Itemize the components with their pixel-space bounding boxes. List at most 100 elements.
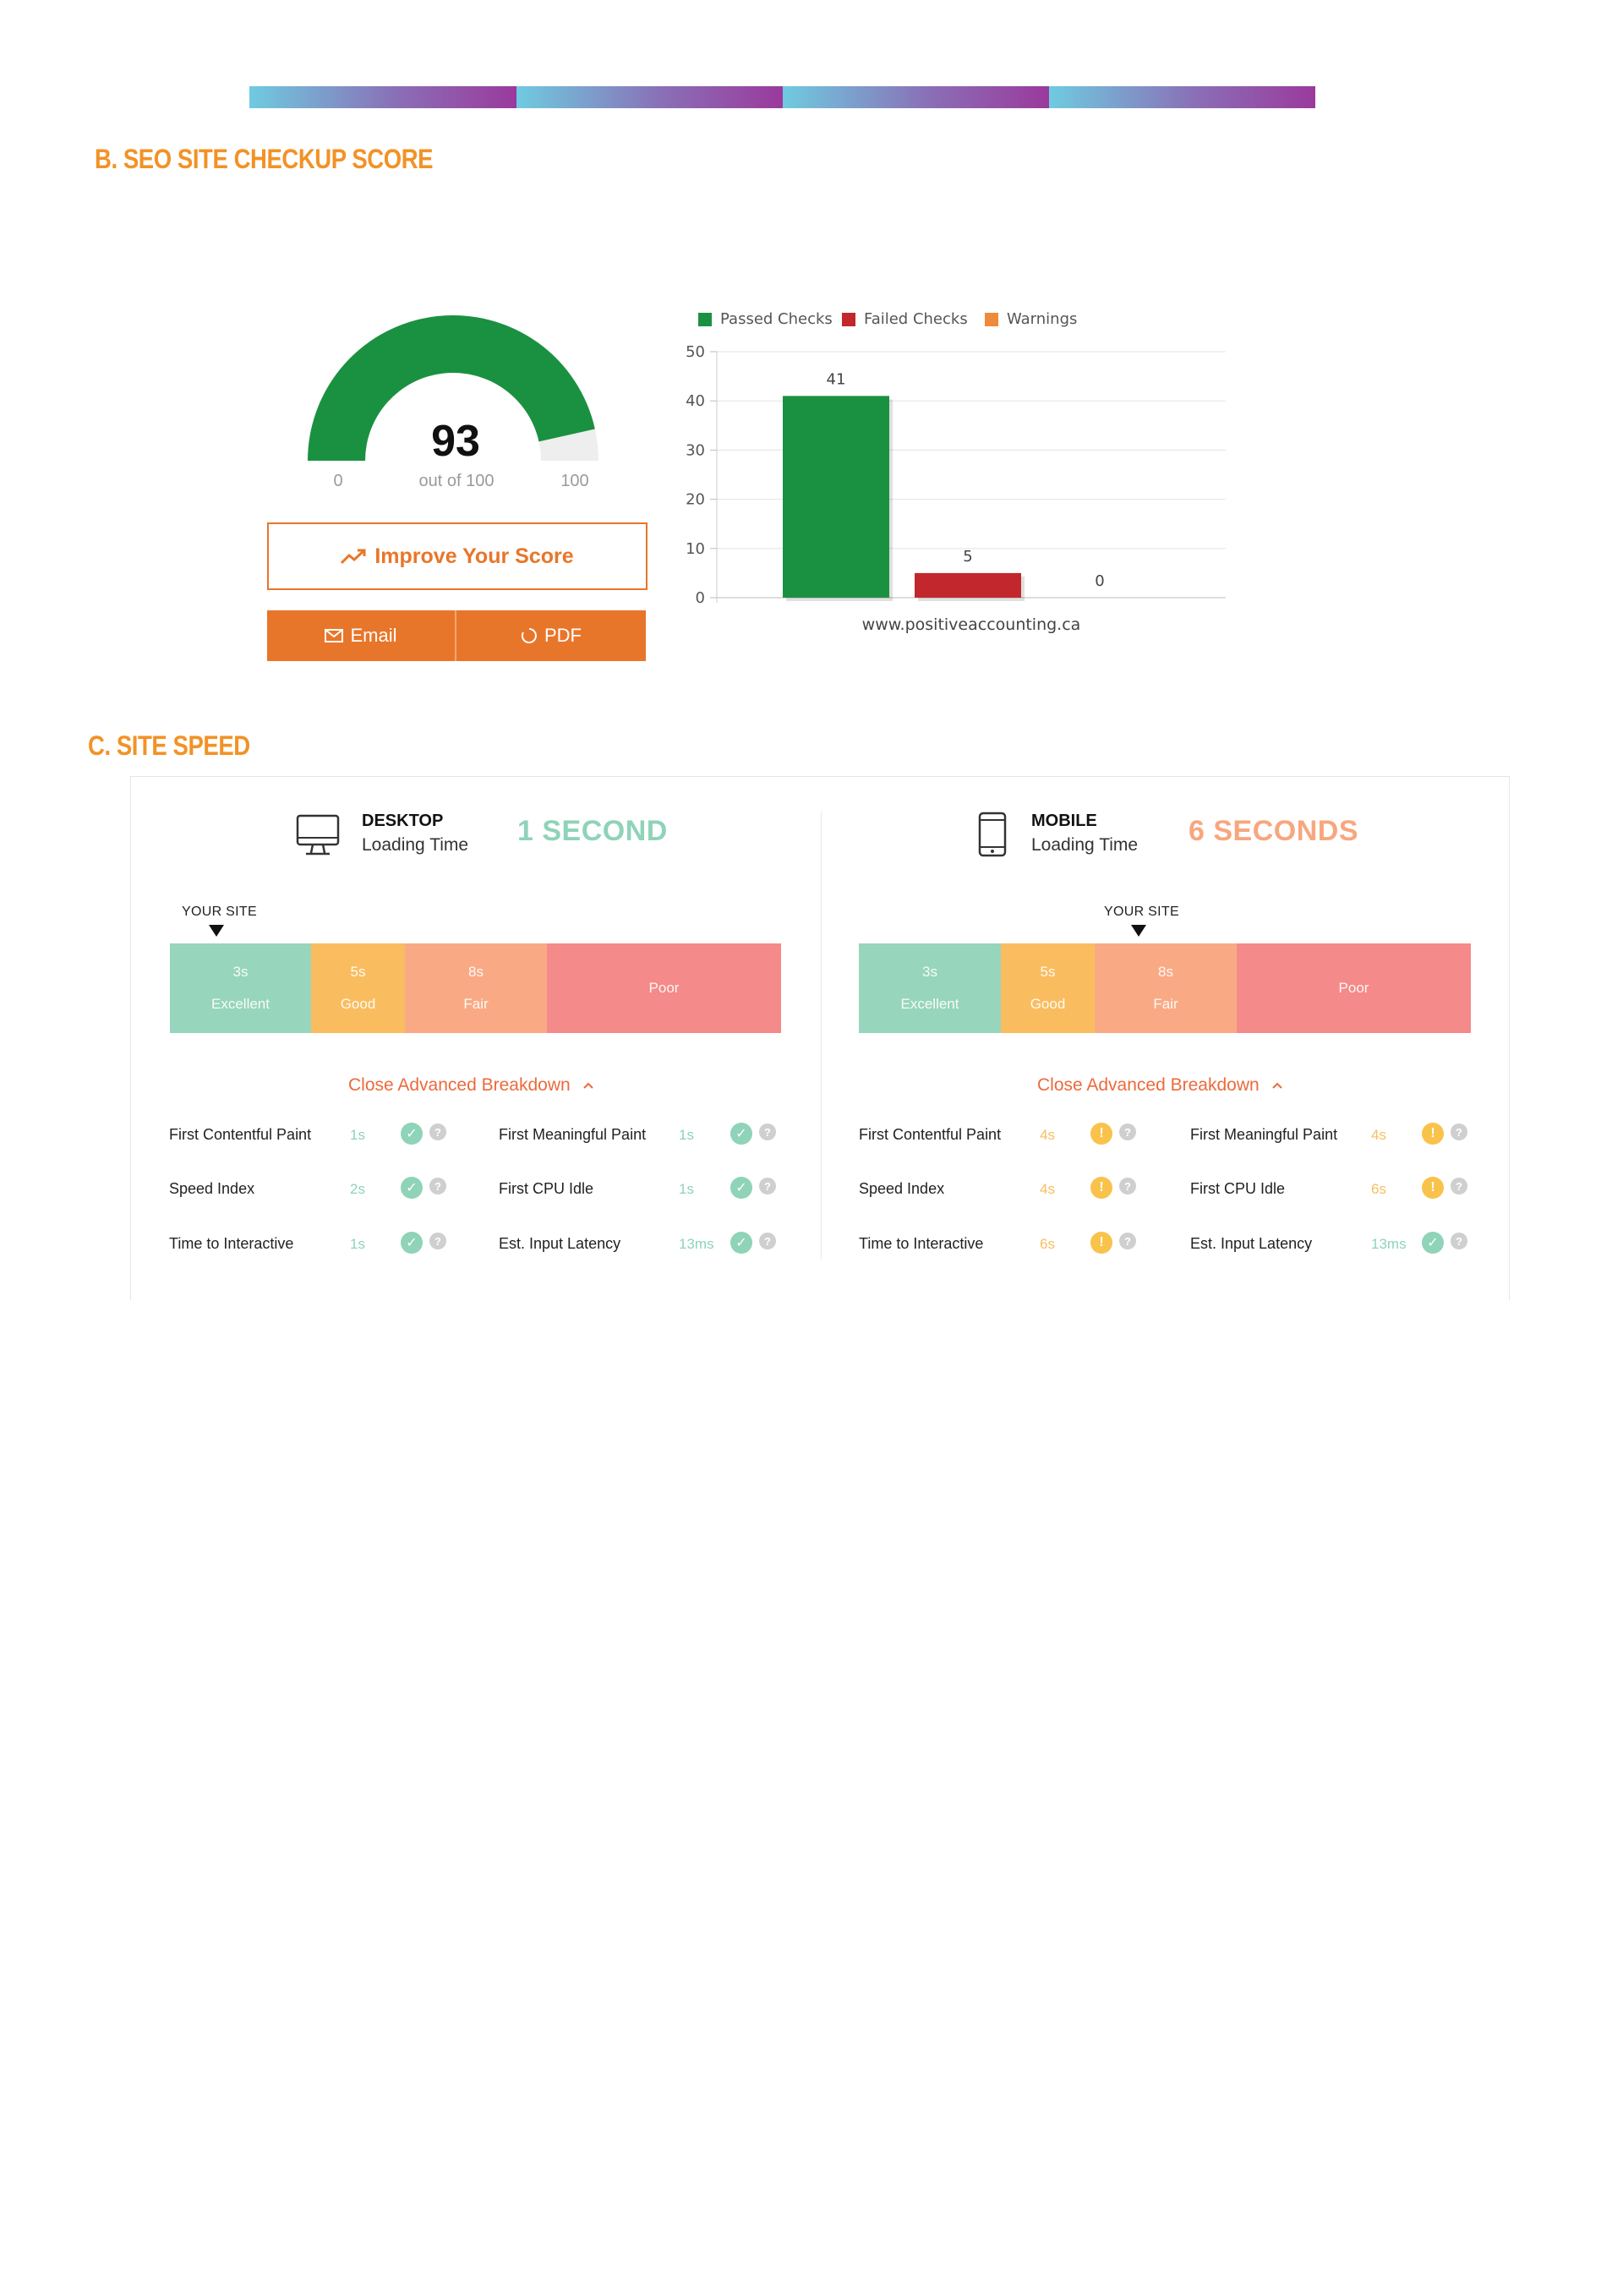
breakdown-label: Close Advanced Breakdown — [348, 1075, 571, 1095]
spinner-icon — [521, 628, 537, 643]
bar-value-label: 41 — [827, 370, 846, 388]
help-icon[interactable]: ? — [1119, 1123, 1136, 1140]
bar-value-label: 5 — [963, 548, 972, 566]
scale-rating: Good — [340, 996, 376, 1012]
pdf-button[interactable]: PDF — [456, 610, 646, 661]
scale-rating: Poor — [648, 980, 680, 996]
scale-poor: Poor — [1237, 943, 1471, 1033]
scale-poor: Poor — [547, 943, 781, 1033]
scale-good: 5s Good — [311, 943, 405, 1033]
scale-threshold: 3s — [922, 964, 937, 980]
band-segment — [783, 86, 1049, 108]
email-button-label: Email — [350, 625, 397, 646]
legend-swatch — [985, 312, 998, 326]
gauge-score: 93 — [431, 417, 480, 466]
mobile-load-time: 6 SECONDS — [1189, 815, 1358, 847]
metric-value: 6s — [1040, 1236, 1055, 1252]
bar-failed-checks — [915, 572, 1021, 598]
y-tick-label: 0 — [696, 589, 705, 607]
chevron-up-icon — [582, 1082, 593, 1089]
speed-divider — [821, 812, 822, 1260]
metric-value: 2s — [350, 1181, 365, 1197]
metric-label: Speed Index — [859, 1180, 945, 1197]
metric-label: First Meaningful Paint — [1190, 1126, 1338, 1143]
scale-rating: Poor — [1338, 980, 1369, 996]
help-icon[interactable]: ? — [429, 1178, 446, 1194]
mobile-subtitle: Loading Time — [1031, 835, 1139, 855]
legend-swatch — [698, 312, 712, 326]
warning-icon: ! — [1422, 1123, 1444, 1145]
help-icon[interactable]: ? — [1119, 1233, 1136, 1249]
legend-label: Warnings — [1007, 310, 1078, 328]
trending-up-icon — [341, 549, 366, 565]
gauge-out-of: out of 100 — [418, 472, 495, 490]
metric-value: 13ms — [679, 1236, 714, 1252]
pdf-button-label: PDF — [544, 625, 582, 646]
desktop-title: DESKTOP — [362, 812, 444, 830]
envelope-icon — [325, 629, 344, 642]
metric-label: Speed Index — [169, 1180, 255, 1197]
email-button[interactable]: Email — [267, 610, 455, 661]
metric-value: 1s — [350, 1236, 365, 1252]
metric-value: 4s — [1371, 1127, 1386, 1143]
scale-rating: Fair — [1153, 996, 1178, 1012]
seo-section-title: B. SEO SITE CHECKUP SCORE — [95, 144, 434, 174]
metric-label: First Contentful Paint — [859, 1126, 1002, 1143]
desktop-breakdown-toggle[interactable]: Close Advanced Breakdown — [348, 1075, 594, 1096]
improve-score-button[interactable]: Improve Your Score — [267, 522, 648, 590]
legend-warnings: Warnings — [985, 310, 1077, 328]
metric-label: Est. Input Latency — [499, 1235, 621, 1252]
scale-rating: Excellent — [211, 996, 270, 1012]
metric-value: 1s — [679, 1127, 694, 1143]
metric-label: First Contentful Paint — [169, 1126, 312, 1143]
desktop-subtitle: Loading Time — [362, 835, 469, 855]
check-icon: ✓ — [730, 1232, 752, 1254]
site-speed-card — [130, 776, 1510, 1300]
scale-threshold: 8s — [1158, 964, 1173, 980]
gauge-svg — [308, 314, 598, 461]
help-icon[interactable]: ? — [1451, 1178, 1467, 1194]
y-tick-label: 20 — [686, 491, 705, 509]
mobile-breakdown-toggle[interactable]: Close Advanced Breakdown — [1037, 1075, 1283, 1096]
check-icon: ✓ — [401, 1177, 423, 1199]
band-segment — [1049, 86, 1315, 108]
help-icon[interactable]: ? — [759, 1233, 776, 1249]
help-icon[interactable]: ? — [1451, 1233, 1467, 1249]
check-icon: ✓ — [1422, 1232, 1444, 1254]
help-icon[interactable]: ? — [759, 1178, 776, 1194]
scale-excellent: 3s Excellent — [859, 943, 1001, 1033]
desktop-monitor-icon — [296, 814, 340, 856]
scale-good: 5s Good — [1001, 943, 1095, 1033]
help-icon[interactable]: ? — [1119, 1178, 1136, 1194]
y-tick-label: 10 — [686, 540, 705, 558]
band-segment — [516, 86, 783, 108]
y-tick-label: 50 — [686, 343, 705, 361]
scale-rating: Good — [1030, 996, 1066, 1012]
warning-icon: ! — [1422, 1177, 1444, 1199]
help-icon[interactable]: ? — [1451, 1123, 1467, 1140]
metric-value: 6s — [1371, 1181, 1386, 1197]
gauge-fill — [308, 314, 595, 461]
improve-score-label: Improve Your Score — [374, 544, 574, 568]
y-tick-label: 30 — [686, 441, 705, 459]
metric-value: 4s — [1040, 1181, 1055, 1197]
scale-threshold: 5s — [1040, 964, 1056, 980]
warning-icon: ! — [1090, 1177, 1112, 1199]
help-icon[interactable]: ? — [429, 1233, 446, 1249]
metric-value: 1s — [679, 1181, 694, 1197]
warning-icon: ! — [1090, 1232, 1112, 1254]
help-icon[interactable]: ? — [759, 1123, 776, 1140]
mobile-phone-icon — [978, 812, 1007, 857]
scale-fair: 8s Fair — [1095, 943, 1237, 1033]
scale-threshold: 8s — [468, 964, 484, 980]
metric-value: 1s — [350, 1127, 365, 1143]
desktop-your-site-marker — [209, 925, 224, 937]
bar-value-label: 0 — [1095, 572, 1104, 590]
check-icon: ✓ — [401, 1232, 423, 1254]
speed-section-title: C. SITE SPEED — [88, 730, 250, 761]
help-icon[interactable]: ? — [429, 1123, 446, 1140]
band-segment — [249, 86, 516, 108]
scale-excellent: 3s Excellent — [170, 943, 311, 1033]
scale-threshold: 5s — [350, 964, 366, 980]
scale-fair: 8s Fair — [405, 943, 547, 1033]
